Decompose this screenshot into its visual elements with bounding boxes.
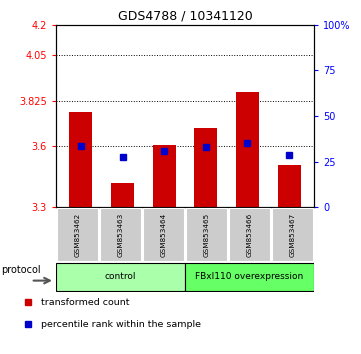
Text: GSM853462: GSM853462 (74, 212, 81, 257)
Bar (236, 92, 259, 207)
Text: GSM853464: GSM853464 (161, 212, 166, 257)
Bar (69, 112, 92, 207)
Bar (143, 208, 184, 261)
Bar (194, 128, 217, 207)
Bar (229, 208, 270, 261)
Text: percentile rank within the sample: percentile rank within the sample (41, 320, 201, 329)
Title: GDS4788 / 10341120: GDS4788 / 10341120 (118, 9, 252, 22)
Text: GSM853465: GSM853465 (204, 212, 209, 257)
Bar (100, 208, 141, 261)
Bar (278, 165, 301, 207)
Bar (185, 263, 314, 291)
Bar (111, 183, 134, 207)
Bar (153, 145, 176, 207)
Text: transformed count: transformed count (41, 298, 130, 307)
Text: GSM853467: GSM853467 (290, 212, 296, 257)
Text: GSM853466: GSM853466 (247, 212, 253, 257)
Text: GSM853463: GSM853463 (117, 212, 123, 257)
Bar (56, 263, 185, 291)
Bar (57, 208, 98, 261)
Bar (272, 208, 313, 261)
Bar (186, 208, 227, 261)
Text: FBxI110 overexpression: FBxI110 overexpression (195, 272, 304, 281)
Text: protocol: protocol (1, 266, 41, 275)
Text: control: control (105, 272, 136, 281)
